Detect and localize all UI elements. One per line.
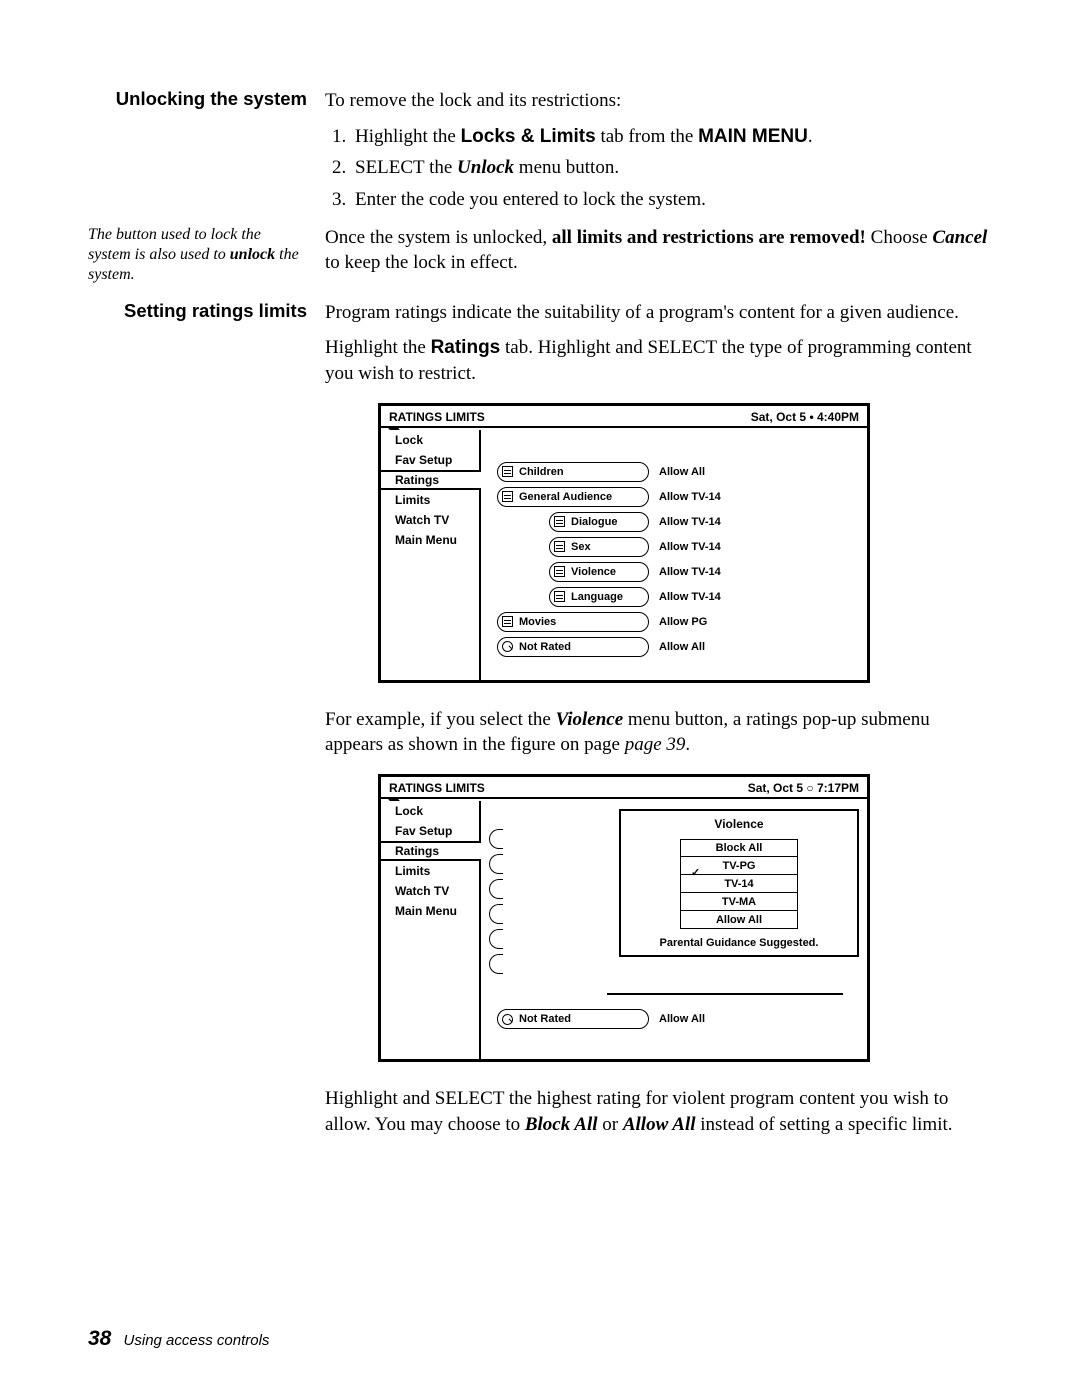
pill-language[interactable]: Language — [549, 587, 649, 607]
ui1-datetime: Sat, Oct 5 • 4:40PM — [751, 410, 859, 424]
ratings-example: For example, if you select the Violence … — [325, 707, 992, 758]
val-movies: Allow PG — [659, 616, 707, 628]
list-icon — [502, 491, 513, 502]
list-icon — [554, 591, 565, 602]
popup-title: Violence — [621, 811, 857, 839]
ui2-datetime: Sat, Oct 5 ○ 7:17PM — [748, 781, 859, 795]
val-children: Allow All — [659, 466, 705, 478]
step1: Highlight the Locks & Limits tab from th… — [351, 124, 992, 150]
val-dialogue: Allow TV-14 — [659, 516, 721, 528]
option-tv-ma[interactable]: TV-MA — [680, 893, 798, 911]
pill-movies[interactable]: Movies — [497, 612, 649, 632]
violence-popup: Violence Block AllTV-PGTV-14TV-MAAllow A… — [619, 809, 859, 957]
tab-limits[interactable]: Limits — [381, 490, 481, 510]
ui-ratings-limits-main: RATINGS LIMITS Sat, Oct 5 • 4:40PM LockF… — [88, 403, 992, 683]
heading-unlocking: Unlocking the system — [88, 88, 325, 219]
list-icon — [554, 541, 565, 552]
option-block-all[interactable]: Block All — [680, 839, 798, 857]
ui1-tabs: LockFav SetupRatingsLimitsWatch TVMain M… — [381, 428, 481, 680]
unlock-result: Once the system is unlocked, all limits … — [325, 225, 992, 276]
ui1-title: RATINGS LIMITS — [389, 410, 485, 424]
val-language: Allow TV-14 — [659, 591, 721, 603]
ui-ratings-limits-popup: RATINGS LIMITS Sat, Oct 5 ○ 7:17PM LockF… — [88, 774, 992, 1062]
tab-fav-setup[interactable]: Fav Setup — [381, 821, 481, 841]
not-rated-val: Allow All — [659, 1013, 705, 1025]
option-tv-pg[interactable]: TV-PG — [680, 857, 798, 875]
tab-watch-tv[interactable]: Watch TV — [381, 881, 481, 901]
pill-dialogue[interactable]: Dialogue — [549, 512, 649, 532]
list-icon — [502, 466, 513, 477]
tab-ratings[interactable]: Ratings — [381, 841, 481, 861]
ratings-inst: Highlight the Ratings tab. Highlight and… — [325, 335, 992, 386]
pill-not-rated[interactable]: Not Rated — [497, 1009, 649, 1029]
tab-lock[interactable]: Lock — [381, 430, 481, 450]
ui2-title: RATINGS LIMITS — [389, 781, 485, 795]
heading-ratings: Setting ratings limits — [88, 300, 325, 397]
option-tv-14[interactable]: TV-14 — [680, 875, 798, 893]
val-not-rated: Allow All — [659, 641, 705, 653]
tab-main-menu[interactable]: Main Menu — [381, 901, 481, 921]
page-footer: 38 Using access controls — [88, 1327, 269, 1351]
tab-ratings[interactable]: Ratings — [381, 470, 481, 490]
tab-fav-setup[interactable]: Fav Setup — [381, 450, 481, 470]
ui2-tabs: LockFav SetupRatingsLimitsWatch TVMain M… — [381, 799, 481, 1059]
ui1-main: Children Allow All General Audience Allow T… — [481, 428, 867, 680]
ratings-select-inst: Highlight and SELECT the highest rating … — [325, 1086, 992, 1137]
list-icon — [554, 516, 565, 527]
popup-desc: Parental Guidance Suggested. — [621, 929, 857, 949]
ratings-intro: Program ratings indicate the suitability… — [325, 300, 992, 326]
unlock-intro: To remove the lock and its restrictions: — [325, 88, 992, 114]
unlock-steps: Highlight the Locks & Limits tab from th… — [325, 124, 992, 213]
page-number: 38 — [88, 1327, 111, 1350]
pill-not-rated[interactable]: Not Rated — [497, 637, 649, 657]
tab-limits[interactable]: Limits — [381, 861, 481, 881]
tab-main-menu[interactable]: Main Menu — [381, 530, 481, 550]
pill-general-audience[interactable]: General Audience — [497, 487, 649, 507]
list-icon — [554, 566, 565, 577]
pill-children[interactable]: Children — [497, 462, 649, 482]
tab-lock[interactable]: Lock — [381, 801, 481, 821]
option-allow-all[interactable]: Allow All — [680, 911, 798, 929]
step3: Enter the code you entered to lock the s… — [351, 187, 992, 213]
ui2-main: Violence Block AllTV-PGTV-14TV-MAAllow A… — [481, 799, 867, 1059]
footer-title: Using access controls — [124, 1332, 270, 1349]
val-sex: Allow TV-14 — [659, 541, 721, 553]
step2: SELECT the Unlock menu button. — [351, 155, 992, 181]
circle-icon — [502, 641, 513, 652]
list-icon — [502, 616, 513, 627]
tab-watch-tv[interactable]: Watch TV — [381, 510, 481, 530]
val-general-audience: Allow TV-14 — [659, 491, 721, 503]
pill-sex[interactable]: Sex — [549, 537, 649, 557]
pill-violence[interactable]: Violence — [549, 562, 649, 582]
val-violence: Allow TV-14 — [659, 566, 721, 578]
sidenote-lock: The button used to lock the system is al… — [88, 225, 325, 286]
